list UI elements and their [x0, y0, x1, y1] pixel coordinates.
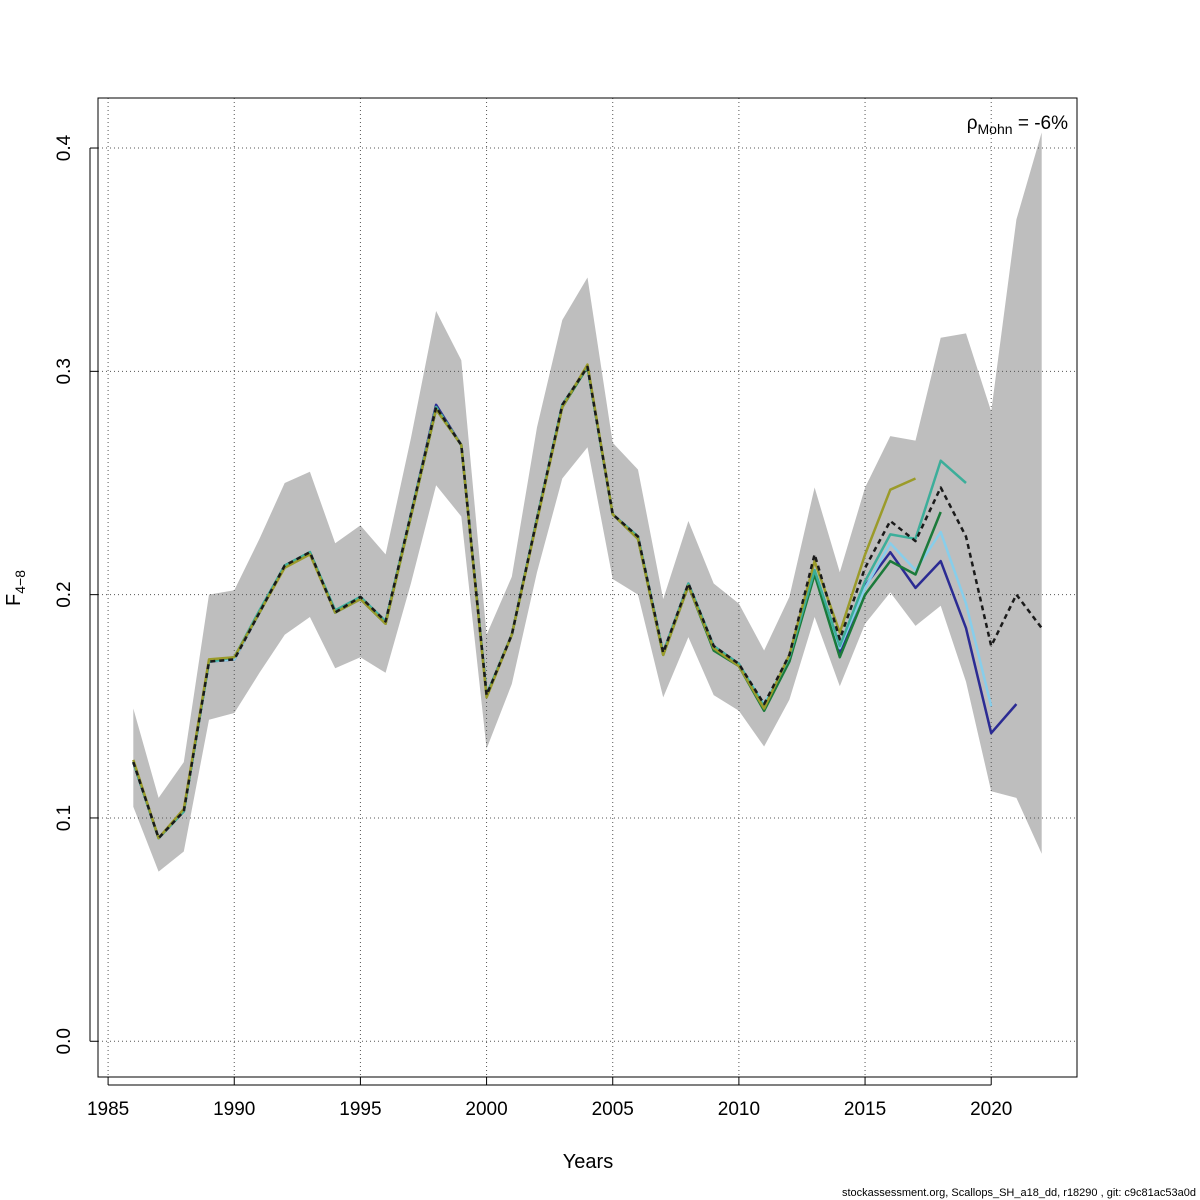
rho-value: = -6%	[1013, 113, 1069, 134]
y-axis-title-sub: 4−8	[12, 570, 28, 594]
y-tick-label: 0.2	[54, 581, 75, 607]
x-axis-title: Years	[563, 1151, 613, 1173]
rho-subscript: Mohn	[978, 121, 1013, 137]
x-tick-label: 1990	[213, 1099, 255, 1120]
x-tick-label: 1995	[339, 1099, 381, 1120]
y-tick-label: 0.3	[54, 358, 75, 384]
confidence-band-layer	[133, 132, 1042, 872]
footer-caption: stockassessment.org, Scallops_SH_a18_dd,…	[842, 1187, 1196, 1199]
plot-frame	[97, 97, 1078, 1078]
x-tick-label: 2010	[718, 1099, 760, 1120]
x-tick-label: 2015	[844, 1099, 886, 1120]
series-line-6	[132, 365, 1043, 840]
y-axis-title: F4−8	[3, 570, 28, 606]
mohn-rho-annotation: ρMohn = -6%	[967, 113, 1068, 137]
y-axis-title-main: F	[3, 594, 25, 606]
svg-text:F4−8: F4−8	[3, 570, 28, 606]
series-layer	[132, 363, 1043, 840]
confidence-band	[133, 132, 1042, 872]
rho-symbol: ρ	[967, 113, 978, 134]
x-tick-label: 2005	[592, 1099, 634, 1120]
x-tick-label: 1985	[87, 1099, 129, 1120]
y-tick-label: 0.4	[54, 134, 75, 161]
axis-layer: 1985 1990 1995 2000 2005 2010 2015 2020 0.0 0.1 0.…	[54, 134, 1012, 1120]
x-tick-label: 2020	[970, 1099, 1012, 1120]
y-tick-label: 0.1	[54, 805, 75, 831]
x-tick-label: 2000	[465, 1099, 507, 1120]
y-tick-label: 0.0	[54, 1028, 75, 1054]
